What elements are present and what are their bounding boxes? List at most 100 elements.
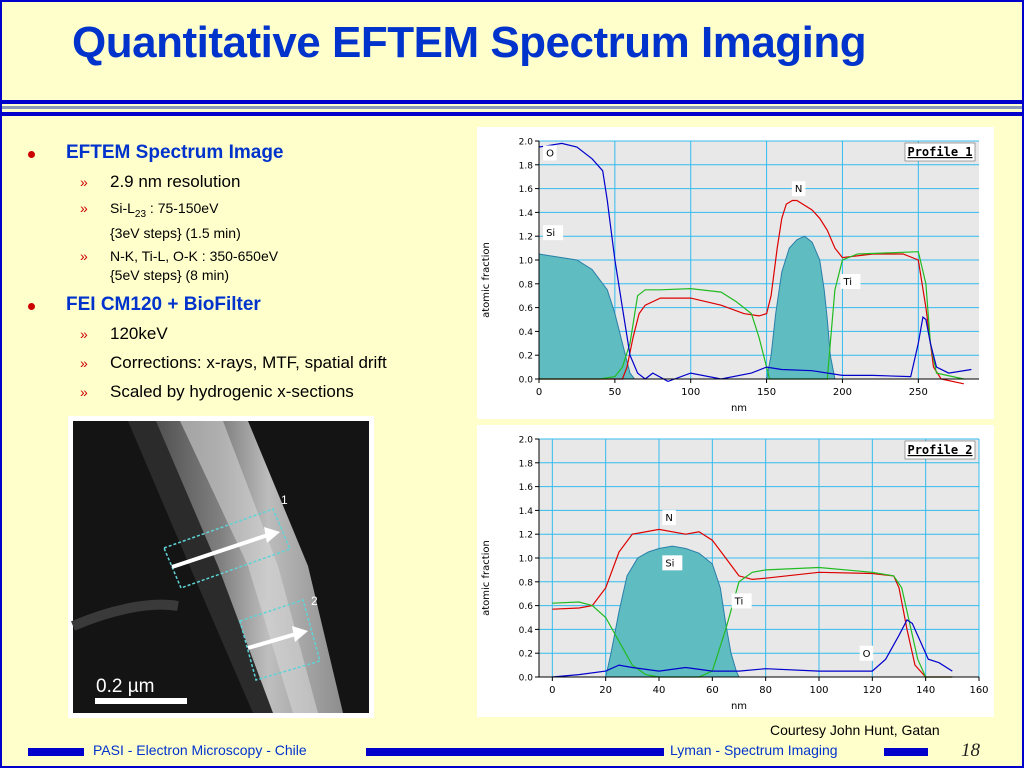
series-annotation: N <box>665 513 672 524</box>
sub-bullet-si: » Si-L23 : 75-150eV {3eV steps} (1.5 min… <box>28 199 468 243</box>
sub-bullet-resolution: » 2.9 nm resolution <box>28 172 468 192</box>
x-tick-label: 20 <box>599 685 612 696</box>
page-number: 18 <box>961 740 980 761</box>
micrograph-image: 1 2 0.2 µm <box>68 416 374 718</box>
x-tick-label: 0 <box>549 685 555 696</box>
footer-left-text: PASI - Electron Microscopy - Chile <box>93 742 307 758</box>
sub-bullet-text: Corrections: x-rays, MTF, spatial drift <box>110 352 387 372</box>
marker-label: 2 <box>311 594 318 608</box>
chart-title: Profile 1 <box>907 145 972 159</box>
double-chevron-icon: » <box>80 247 88 264</box>
annotation-box <box>543 225 564 241</box>
x-tick-label: 100 <box>681 387 700 398</box>
x-tick-label: 40 <box>653 685 666 696</box>
x-tick-label: 140 <box>916 685 935 696</box>
bullet-list: EFTEM Spectrum Image » 2.9 nm resolution… <box>28 142 468 409</box>
x-tick-label: 80 <box>759 685 772 696</box>
sub-bullet-text: Si-L23 : 75-150eV <box>110 200 219 220</box>
y-axis-label: atomic fraction <box>481 540 492 616</box>
bullet-label: FEI CM120 + BioFilter <box>66 293 261 315</box>
x-tick-label: 150 <box>757 387 776 398</box>
y-tick-label: 1.4 <box>519 209 534 219</box>
y-tick-label: 0.2 <box>519 650 533 660</box>
x-tick-label: 120 <box>863 685 882 696</box>
title-rule-top <box>2 100 1022 104</box>
series-n-line <box>552 528 953 678</box>
profile-2-chart: 0 20 40 60 80 100 120 140 160 0.0 0.2 0.4 0.6 0.8 1.0 1… <box>477 425 994 717</box>
x-tick-label: 0 <box>536 387 542 398</box>
y-tick-label: 2.0 <box>519 138 534 148</box>
annotation-box <box>662 555 683 571</box>
x-tick-label: 200 <box>833 387 852 398</box>
y-tick-label: 0.0 <box>519 376 534 386</box>
y-tick-label: 1.8 <box>519 459 534 469</box>
footer-bar <box>884 748 928 756</box>
bullet-dot-icon <box>28 302 35 310</box>
series-o-line <box>538 142 972 383</box>
sub-bullet-text: 2.9 nm resolution <box>110 172 241 191</box>
bullet-fei: FEI CM120 + BioFilter <box>28 294 468 316</box>
scale-bar <box>95 698 187 704</box>
sub-bullet-text: {5eV steps} (8 min) <box>110 266 230 283</box>
bullet-eftem: EFTEM Spectrum Image <box>28 142 468 164</box>
series-annotation: Ti <box>734 596 744 607</box>
y-tick-label: 1.2 <box>519 531 533 541</box>
y-tick-label: 0.6 <box>519 602 534 612</box>
annotation-box <box>662 510 676 526</box>
y-tick-label: 0.8 <box>519 280 534 290</box>
y-tick-label: 0.2 <box>519 352 533 362</box>
y-tick-label: 1.4 <box>519 507 534 517</box>
double-chevron-icon: » <box>80 383 88 400</box>
title-rule-middle <box>2 106 1022 109</box>
y-tick-label: 0.4 <box>519 328 534 338</box>
series-o-line <box>552 619 953 678</box>
double-chevron-icon: » <box>80 354 88 371</box>
sub-bullet-text: {3eV steps} (1.5 min) <box>110 224 241 241</box>
x-tick-label: 60 <box>706 685 719 696</box>
series-annotation: Si <box>665 558 674 569</box>
double-chevron-icon: » <box>80 325 88 342</box>
x-tick-label: 50 <box>608 387 621 398</box>
y-tick-label: 1.6 <box>519 483 534 493</box>
chart-title: Profile 2 <box>907 443 972 457</box>
y-tick-label: 0.0 <box>519 674 534 684</box>
series-n-line <box>539 199 964 385</box>
annotation-box <box>859 645 874 661</box>
annotation-box <box>543 145 557 161</box>
series-annotation: Si <box>546 228 555 239</box>
chart-title-box <box>904 142 976 162</box>
series-annotation: O <box>546 148 554 159</box>
x-tick-label: 160 <box>969 685 988 696</box>
x-tick-label: 250 <box>909 387 928 398</box>
sub-bullet-text: 120keV <box>110 323 168 343</box>
x-tick-label: 100 <box>809 685 828 696</box>
sub-bullet-nko: » N-K, Ti-L, O-K : 350-650eV {5eV steps}… <box>28 247 468 285</box>
y-tick-label: 0.6 <box>519 304 534 314</box>
series-annotation: O <box>863 649 871 660</box>
y-tick-label: 0.4 <box>519 626 534 636</box>
scale-bar-label: 0.2 µm <box>96 676 154 697</box>
double-chevron-icon: » <box>80 174 88 190</box>
profile-marker-1: 1 <box>162 493 292 589</box>
double-chevron-icon: » <box>80 200 88 216</box>
y-tick-label: 2.0 <box>519 436 534 446</box>
series-si-area <box>538 235 979 380</box>
sub-bullet-text: N-K, Ti-L, O-K : 350-650eV <box>110 247 279 264</box>
footer-bar <box>28 748 84 756</box>
profile-1-chart: 0 50 100 150 200 250 0.0 0.2 0.4 0.6 0.8 1.0 1.2 1.4 1… <box>477 127 994 419</box>
footer-right-text: Lyman - Spectrum Imaging <box>670 742 838 758</box>
sub-bullet-text: Scaled by hydrogenic x-sections <box>110 381 354 401</box>
x-axis-label: nm <box>731 403 747 414</box>
title-rule-bottom <box>2 112 1022 116</box>
marker-label: 1 <box>281 493 288 507</box>
y-tick-label: 1.0 <box>519 257 534 267</box>
y-tick-label: 1.8 <box>519 161 534 171</box>
profile-marker-2: 2 <box>239 594 321 681</box>
annotation-box <box>731 593 752 609</box>
x-axis-label: nm <box>731 701 747 712</box>
chart-title-box <box>904 440 976 460</box>
page-title: Quantitative EFTEM Spectrum Imaging <box>72 18 867 67</box>
sub-bullet-corrections: » Corrections: x-rays, MTF, spatial drif… <box>28 353 468 373</box>
footer-bar <box>366 748 664 756</box>
